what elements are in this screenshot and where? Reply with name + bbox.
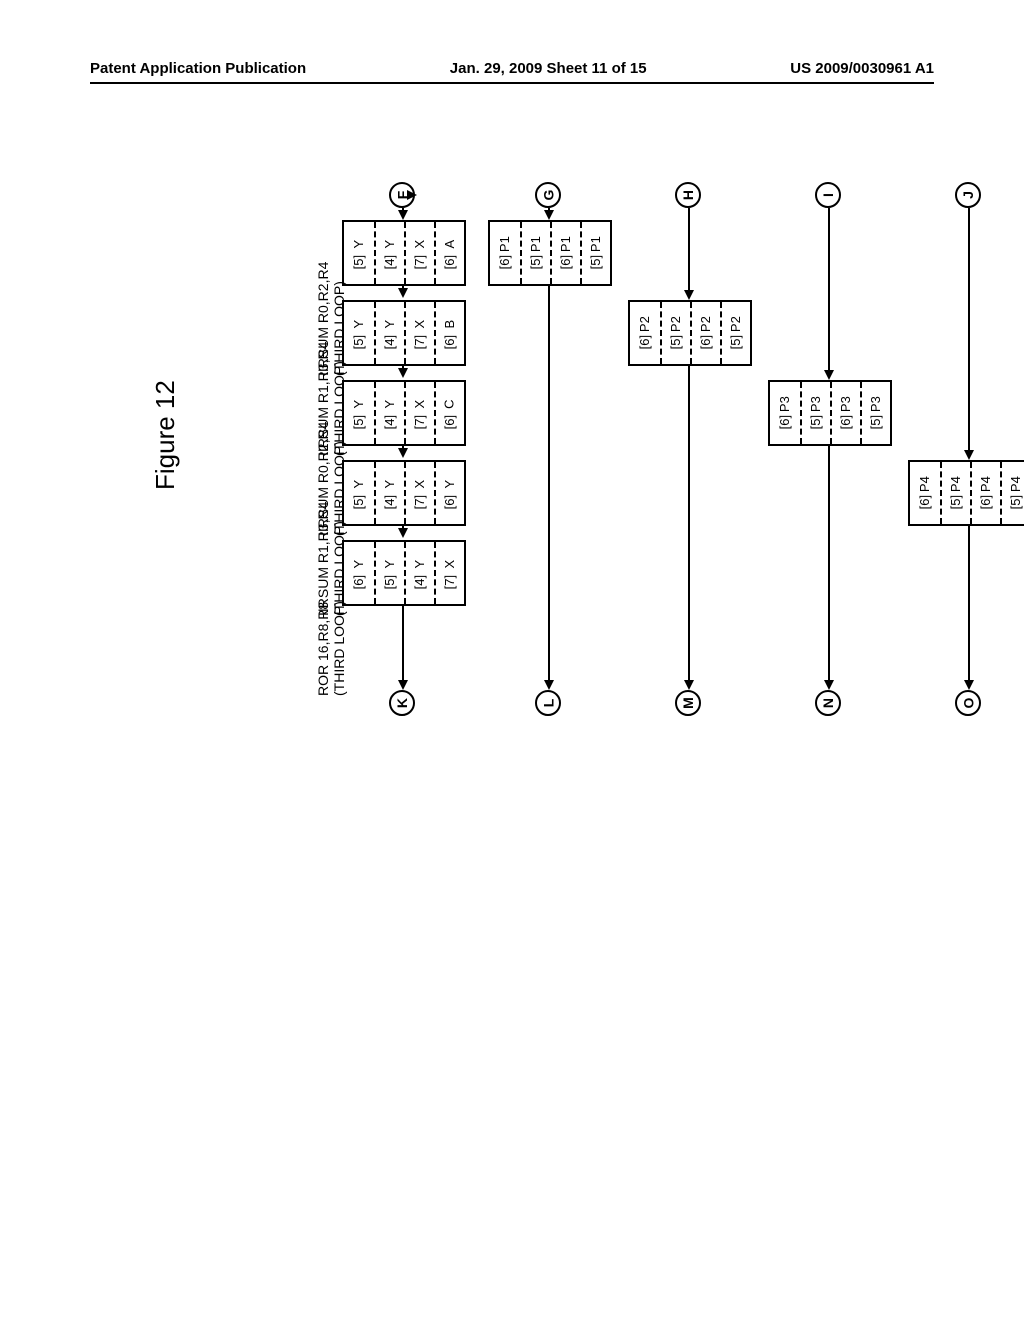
register-cell: P1[6]	[490, 222, 520, 284]
register-block: P4[6]P4[5]P4[6]P4[5]	[908, 460, 1024, 526]
register-cell: P4[6]	[970, 462, 1000, 524]
register-cell: P1[5]	[580, 222, 610, 284]
arrow	[688, 364, 690, 688]
callout-circle: J	[955, 182, 981, 208]
register-cell: B[6]	[434, 302, 464, 364]
figure-12: Figure 12 IIRSUM R0,R2,R4 (THIRD LOOP) I…	[110, 130, 910, 1130]
arrow	[828, 444, 830, 688]
arrow	[402, 364, 404, 376]
register-block: Y[6]Y[5]Y[4]X[7]	[342, 540, 466, 606]
arrow	[688, 208, 690, 298]
header-middle: Jan. 29, 2009 Sheet 11 of 15	[450, 60, 647, 77]
register-cell: Y[4]	[374, 462, 404, 524]
register-cell: X[7]	[434, 542, 464, 604]
register-block: P1[6]P1[5]P1[6]P1[5]	[488, 220, 612, 286]
register-cell: P4[5]	[940, 462, 970, 524]
row-label: ROR 16,R8,R8 (THIRD LOOP)	[315, 601, 347, 696]
register-cell: P3[5]	[860, 382, 890, 444]
arrow	[402, 284, 404, 296]
header-left: Patent Application Publication	[90, 60, 306, 77]
register-cell: P1[6]	[550, 222, 580, 284]
register-cell: P3[6]	[830, 382, 860, 444]
arrow	[968, 208, 970, 458]
header-right: US 2009/0030961 A1	[790, 60, 934, 77]
register-cell: Y[5]	[374, 542, 404, 604]
register-cell: P2[5]	[720, 302, 750, 364]
register-cell: Y[4]	[374, 302, 404, 364]
register-cell: P3[6]	[770, 382, 800, 444]
page-header: Patent Application Publication Jan. 29, …	[90, 60, 934, 77]
arrow	[828, 208, 830, 378]
callout-circle: N	[815, 690, 841, 716]
arrow	[402, 208, 404, 218]
register-cell: A[6]	[434, 222, 464, 284]
register-block: Y[5]Y[4]X[7]Y[6]	[342, 460, 466, 526]
register-cell: Y[5]	[344, 222, 374, 284]
register-cell: P4[5]	[1000, 462, 1024, 524]
callout-circle: G	[535, 182, 561, 208]
register-cell: X[7]	[404, 382, 434, 444]
register-cell: P1[5]	[520, 222, 550, 284]
register-cell: Y[4]	[404, 542, 434, 604]
register-cell: X[7]	[404, 462, 434, 524]
register-cell: Y[5]	[344, 462, 374, 524]
register-cell: P2[6]	[690, 302, 720, 364]
register-block: P3[6]P3[5]P3[6]P3[5]	[768, 380, 892, 446]
header-rule	[90, 82, 934, 84]
register-cell: P2[6]	[630, 302, 660, 364]
callout-circle: O	[955, 690, 981, 716]
register-cell: P2[5]	[660, 302, 690, 364]
register-cell: Y[5]	[344, 382, 374, 444]
register-block: Y[5]Y[4]X[7]B[6]	[342, 300, 466, 366]
register-cell: X[7]	[404, 222, 434, 284]
callout-circle: H	[675, 182, 701, 208]
callout-circle: M	[675, 690, 701, 716]
register-cell: Y[4]	[374, 382, 404, 444]
register-cell: Y[4]	[374, 222, 404, 284]
register-cell: Y[6]	[434, 462, 464, 524]
arrow	[548, 208, 550, 218]
arrow	[548, 284, 550, 688]
register-cell: P4[6]	[910, 462, 940, 524]
register-cell: C[6]	[434, 382, 464, 444]
register-cell: Y[6]	[344, 542, 374, 604]
register-block: Y[5]Y[4]X[7]A[6]	[342, 220, 466, 286]
register-cell: X[7]	[404, 302, 434, 364]
callout-circle: I	[815, 182, 841, 208]
figure-title: Figure 12	[150, 380, 181, 490]
arrow	[402, 524, 404, 536]
register-cell: Y[5]	[344, 302, 374, 364]
page: Patent Application Publication Jan. 29, …	[0, 0, 1024, 1320]
register-block: Y[5]Y[4]X[7]C[6]	[342, 380, 466, 446]
arrow	[402, 444, 404, 456]
arrow	[402, 604, 404, 688]
register-block: P2[6]P2[5]P2[6]P2[5]	[628, 300, 752, 366]
callout-circle: L	[535, 690, 561, 716]
callout-circle: K	[389, 690, 415, 716]
register-cell: P3[5]	[800, 382, 830, 444]
arrow	[968, 524, 970, 688]
